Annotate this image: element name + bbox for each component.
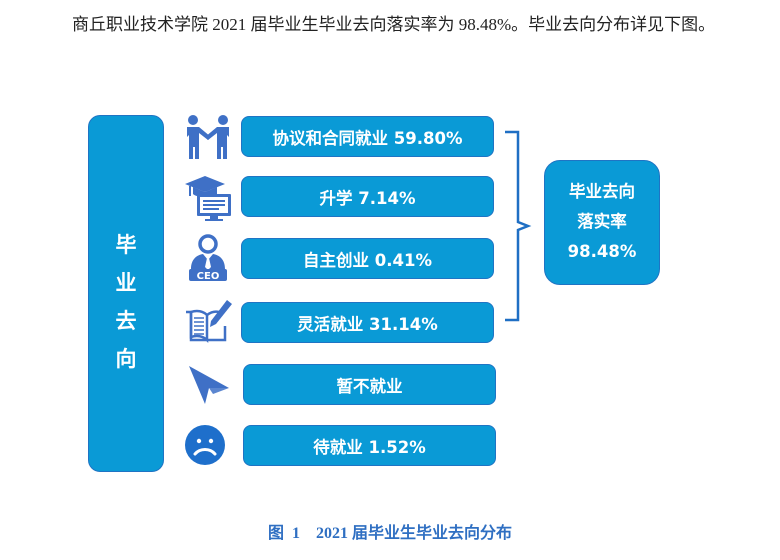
placement-rate-box: 毕业去向 落实率 98.48% bbox=[544, 160, 660, 285]
placement-rate-title: 毕业去向 bbox=[569, 182, 635, 201]
sad-face-icon bbox=[185, 425, 225, 465]
vertical-label: 毕 业 去 向 bbox=[89, 226, 163, 378]
row-further-study: 升学 7.14% bbox=[241, 176, 494, 217]
row-awaiting-employment: 待就业 1.52% bbox=[243, 425, 496, 466]
paper-plane-icon bbox=[189, 366, 229, 404]
graduation-computer-icon bbox=[185, 176, 231, 221]
label-char: 毕 bbox=[115, 233, 137, 257]
placement-rate-value: 98.48% bbox=[567, 242, 637, 261]
svg-text:CEO: CEO bbox=[197, 271, 220, 282]
handshake-icon bbox=[187, 115, 229, 159]
ceo-person-icon: CEO bbox=[189, 234, 227, 282]
book-pencil-icon bbox=[186, 300, 232, 344]
row-not-employed-yet: 暂不就业 bbox=[243, 364, 496, 405]
figure-caption: 图 1 2021 届毕业生毕业去向分布 bbox=[267, 525, 512, 542]
intro-paragraph: 商丘职业技术学院 2021 届毕业生毕业去向落实率为 98.48%。毕业去向分布… bbox=[72, 15, 716, 34]
row-flexible-employment: 灵活就业 31.14% bbox=[241, 302, 494, 343]
label-char: 业 bbox=[115, 271, 137, 295]
brace-connector bbox=[505, 130, 532, 322]
label-char: 向 bbox=[115, 347, 137, 371]
placement-rate-subtitle: 落实率 bbox=[577, 212, 627, 231]
graduation-destination-label-box: 毕 业 去 向 bbox=[88, 115, 164, 472]
row-self-employment: 自主创业 0.41% bbox=[241, 238, 494, 279]
label-char: 去 bbox=[115, 309, 137, 333]
row-contract-employment: 协议和合同就业 59.80% bbox=[241, 116, 494, 157]
